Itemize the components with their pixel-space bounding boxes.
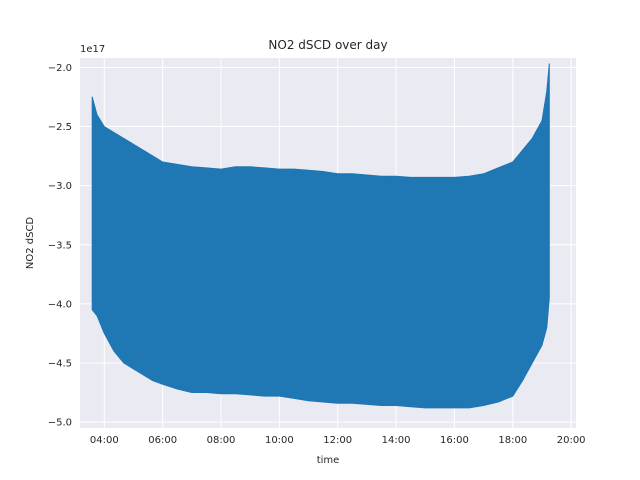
- y-tick-label: −2.5: [48, 122, 72, 133]
- y-axis-ticks: −2.0 −2.5 −3.0 −3.5 −4.0 −4.5 −5.0: [48, 63, 72, 429]
- x-tick-label: 20:00: [557, 435, 586, 446]
- x-tick-label: 04:00: [90, 435, 119, 446]
- x-tick-label: 16:00: [440, 435, 469, 446]
- x-tick-label: 12:00: [323, 435, 352, 446]
- x-tick-label: 08:00: [207, 435, 236, 446]
- x-axis-label: time: [317, 455, 340, 466]
- x-tick-label: 06:00: [148, 435, 177, 446]
- y-tick-label: −3.0: [48, 181, 72, 192]
- y-tick-label: −4.0: [48, 299, 72, 310]
- y-tick-label: −4.5: [48, 358, 72, 369]
- y-tick-label: −3.5: [48, 240, 72, 251]
- series-layer: [91, 63, 550, 409]
- x-tick-label: 14:00: [382, 435, 411, 446]
- chart-title: NO2 dSCD over day: [268, 38, 387, 52]
- series-band: [91, 63, 550, 409]
- x-tick-label: 10:00: [265, 435, 294, 446]
- y-offset-text: 1e17: [80, 44, 105, 55]
- x-axis-ticks: 04:00 06:00 08:00 10:00 12:00 14:00 16:00 18:00…: [90, 435, 586, 446]
- y-axis-label: NO2 dSCD: [25, 217, 36, 270]
- y-tick-label: −2.0: [48, 63, 72, 74]
- x-tick-label: 18:00: [498, 435, 527, 446]
- y-tick-label: −5.0: [48, 418, 72, 429]
